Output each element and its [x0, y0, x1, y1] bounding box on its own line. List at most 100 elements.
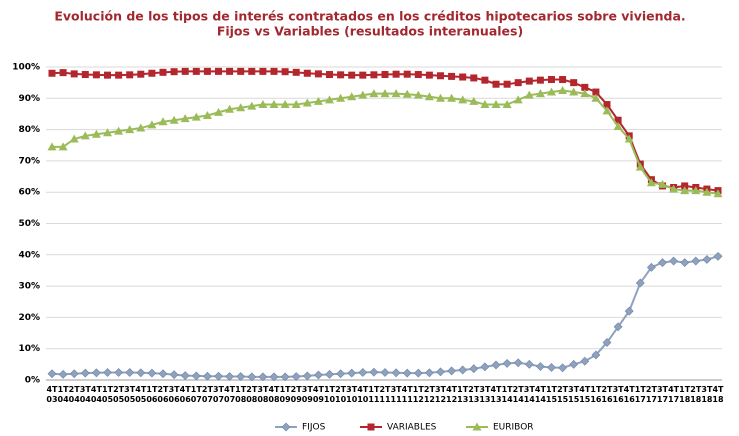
marker [691, 186, 701, 195]
marker [203, 67, 211, 75]
marker [469, 364, 479, 374]
marker [92, 71, 100, 79]
marker [125, 125, 135, 134]
marker [370, 71, 378, 79]
marker [191, 112, 201, 121]
marker [613, 121, 623, 130]
x-tick-label: 2T 18 [690, 385, 702, 404]
marker [658, 179, 667, 188]
chart-subtitle: Fijos vs Variables (resultados interanua… [217, 24, 523, 39]
marker [547, 87, 556, 96]
x-tick-label: 2T 10 [335, 385, 347, 404]
marker [547, 363, 556, 372]
marker [624, 134, 634, 143]
x-tick-label: 1T 08 [235, 385, 247, 404]
marker [413, 368, 423, 378]
marker [302, 371, 312, 381]
marker [180, 114, 190, 123]
marker [59, 69, 67, 77]
marker [147, 120, 157, 129]
marker [391, 368, 401, 378]
legend-label: EURIBOR [493, 423, 534, 433]
marker [603, 101, 611, 109]
x-tick-label: 1T 07 [191, 385, 203, 404]
marker [524, 90, 534, 99]
marker [215, 67, 222, 75]
y-tick-label: 0% [25, 376, 40, 386]
marker [181, 67, 189, 75]
x-tick-label: 4T 07 [224, 385, 236, 404]
x-tick-label: 1T 14 [502, 385, 514, 404]
marker [147, 368, 157, 378]
marker [136, 123, 146, 132]
marker [448, 72, 456, 80]
x-tick-label: 2T 08 [246, 385, 258, 404]
marker [503, 80, 511, 88]
marker [392, 70, 400, 78]
x-tick-label: 1T 09 [280, 385, 292, 404]
marker [313, 370, 323, 380]
x-tick-label: 1T 11 [368, 385, 380, 404]
marker [126, 71, 134, 79]
marker [269, 100, 279, 109]
x-tick-label: 4T 10 [357, 385, 369, 404]
marker [302, 98, 312, 107]
marker [591, 350, 601, 360]
marker [258, 372, 268, 382]
marker [646, 262, 656, 272]
marker [602, 338, 612, 347]
marker [148, 69, 156, 77]
marker [313, 96, 323, 105]
x-tick-label: 3T 15 [568, 385, 580, 404]
marker [558, 85, 568, 94]
marker [369, 367, 379, 377]
marker [136, 368, 146, 378]
series-line [52, 89, 719, 195]
legend-label: VARIABLES [387, 423, 437, 433]
marker [281, 422, 291, 432]
marker [569, 87, 579, 96]
x-tick-label: 4T 03 [46, 385, 58, 404]
marker [214, 371, 223, 381]
x-tick-label: 3T 11 [391, 385, 403, 404]
marker [459, 73, 467, 81]
marker [635, 278, 645, 288]
x-tick-label: 3T 13 [479, 385, 491, 404]
marker [480, 362, 490, 372]
marker [159, 68, 167, 76]
marker [602, 106, 612, 115]
marker [104, 71, 111, 79]
marker [525, 77, 533, 85]
marker [325, 369, 334, 379]
marker [669, 184, 679, 193]
marker [470, 74, 478, 82]
y-tick-label: 30% [18, 282, 40, 292]
marker [680, 186, 690, 195]
marker [225, 104, 235, 113]
marker [125, 368, 135, 377]
x-tick-label: 3T 04 [80, 385, 92, 404]
marker [381, 71, 389, 79]
marker [247, 372, 257, 382]
x-tick-label: 2T 12 [424, 385, 436, 404]
x-tick-label: 3T 09 [302, 385, 314, 404]
marker [702, 187, 712, 196]
marker [513, 95, 523, 104]
marker [214, 107, 223, 116]
x-tick-label: 2T 14 [513, 385, 525, 404]
marker [169, 370, 179, 380]
marker [47, 142, 57, 151]
marker [437, 72, 444, 80]
y-tick-label: 60% [18, 188, 40, 198]
series-line [51, 255, 719, 378]
x-tick-label: 4T 04 [91, 385, 103, 404]
marker [280, 100, 290, 109]
marker [47, 369, 57, 379]
x-tick-label: 3T 18 [701, 385, 713, 404]
marker [414, 71, 422, 79]
legend-label: FIJOS [302, 423, 326, 433]
marker [402, 89, 412, 98]
y-tick-label: 10% [18, 344, 40, 354]
x-tick-label: 3T 12 [435, 385, 447, 404]
x-tick-label: 4T 06 [180, 385, 192, 404]
